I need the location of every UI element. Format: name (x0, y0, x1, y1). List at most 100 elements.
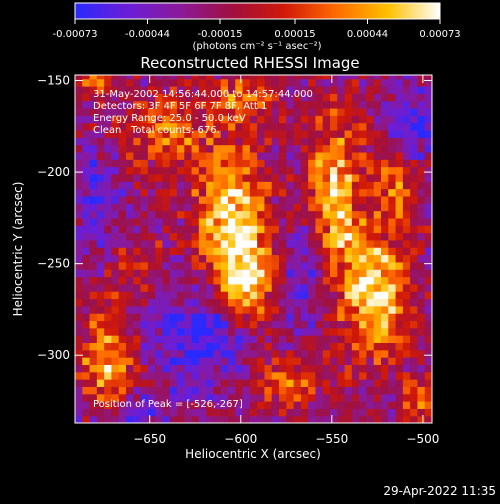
heatmap-cell (279, 75, 287, 80)
heatmap-cell (271, 166, 280, 175)
heatmap-cell (388, 203, 397, 212)
heatmap-cell (249, 122, 258, 131)
heatmap-cell (322, 129, 331, 138)
heatmap-cell (410, 283, 419, 292)
heatmap-cell (315, 357, 324, 365)
heatmap-cell (89, 78, 98, 87)
heatmap-cell (96, 232, 105, 241)
heatmap-cell (89, 313, 98, 322)
heatmap-cell (300, 254, 309, 263)
heatmap-cell (424, 232, 432, 241)
heatmap-cell (118, 269, 127, 278)
heatmap-cell (286, 166, 295, 175)
heatmap-cell (381, 122, 389, 131)
heatmap-cell (111, 100, 120, 109)
heatmap-cell (402, 195, 411, 204)
heatmap-cell (206, 203, 215, 212)
heatmap-cell (322, 159, 331, 168)
heatmap-cell (111, 151, 120, 160)
heatmap-cell (184, 335, 193, 344)
heatmap-cell (198, 320, 207, 329)
heatmap-cell (228, 327, 236, 336)
heatmap-cell (402, 129, 411, 138)
heatmap-cell (118, 415, 127, 423)
heatmap-cell (373, 166, 382, 175)
heatmap-cell (155, 203, 164, 212)
heatmap-cell (424, 203, 432, 212)
heatmap-cell (89, 137, 98, 146)
heatmap-cell (337, 210, 346, 219)
heatmap-cell (373, 320, 382, 329)
heatmap-cell (104, 371, 113, 380)
heatmap-cell (249, 75, 258, 80)
heatmap-cell (147, 151, 156, 160)
colorbar-gradient (74, 2, 441, 20)
annotation-block: 31-May-2002 14:56:44.000 to 14:57:44.000… (93, 89, 313, 136)
heatmap-cell (242, 122, 251, 131)
heatmap-cell (381, 188, 389, 197)
heatmap-cell (410, 320, 419, 329)
x-tick-label: −550 (315, 432, 348, 446)
heatmap-cell (147, 225, 156, 234)
heatmap-cell (198, 75, 207, 80)
heatmap-cell (359, 239, 368, 248)
heatmap-cell (104, 210, 113, 219)
heatmap-cell (308, 313, 317, 322)
heatmap-cell (155, 166, 164, 175)
heatmap-cell (191, 349, 200, 358)
heatmap-cell (417, 173, 426, 182)
heatmap-cell (220, 137, 229, 146)
heatmap-cell (366, 129, 375, 138)
heatmap-cell (169, 313, 178, 322)
heatmap-cell (417, 232, 426, 241)
heatmap-cell (308, 269, 317, 278)
heatmap-cell (206, 85, 215, 94)
heatmap-cell (271, 313, 280, 322)
heatmap-cell (220, 239, 229, 248)
heatmap-cell (162, 283, 171, 292)
heatmap-cell (249, 415, 258, 423)
heatmap-cell (308, 415, 317, 423)
heatmap-cell (75, 122, 83, 131)
heatmap-cell (147, 364, 156, 373)
heatmap-cell (257, 313, 266, 322)
heatmap-cell (191, 342, 200, 351)
heatmap-cell (351, 305, 360, 314)
heatmap-cell (257, 298, 266, 307)
heatmap-cell (82, 327, 91, 336)
heatmap-cell (293, 357, 302, 365)
heatmap-cell (344, 254, 353, 263)
heatmap-cell (337, 129, 346, 138)
heatmap-cell (82, 129, 91, 138)
heatmap-cell (213, 129, 222, 138)
heatmap-cell (75, 283, 83, 292)
heatmap-cell (315, 78, 324, 87)
heatmap-cell (315, 261, 324, 270)
heatmap-cell (300, 291, 309, 300)
heatmap-cell (264, 254, 273, 263)
heatmap-cell (286, 115, 295, 124)
heatmap-cell (169, 364, 178, 373)
heatmap-cell (373, 144, 382, 153)
heatmap-cell (366, 283, 375, 292)
heatmap-cell (373, 401, 382, 409)
heatmap-cell (96, 379, 105, 387)
heatmap-cell (373, 283, 382, 292)
heatmap-cell (402, 371, 411, 380)
heatmap-cell (344, 225, 353, 234)
heatmap-cell (322, 115, 331, 124)
heatmap-cell (169, 100, 178, 109)
heatmap-cell (417, 305, 426, 314)
heatmap-cell (177, 261, 185, 270)
heatmap-cell (417, 181, 426, 190)
heatmap-cell (133, 371, 142, 380)
heatmap-cell (366, 181, 375, 190)
heatmap-cell (308, 371, 317, 380)
heatmap-cell (235, 217, 244, 226)
heatmap-cell (140, 188, 149, 197)
heatmap-cell (286, 291, 295, 300)
heatmap-cell (315, 298, 324, 307)
heatmap-cell (75, 151, 83, 160)
heatmap-cell (89, 364, 98, 373)
heatmap-cell (126, 78, 134, 87)
